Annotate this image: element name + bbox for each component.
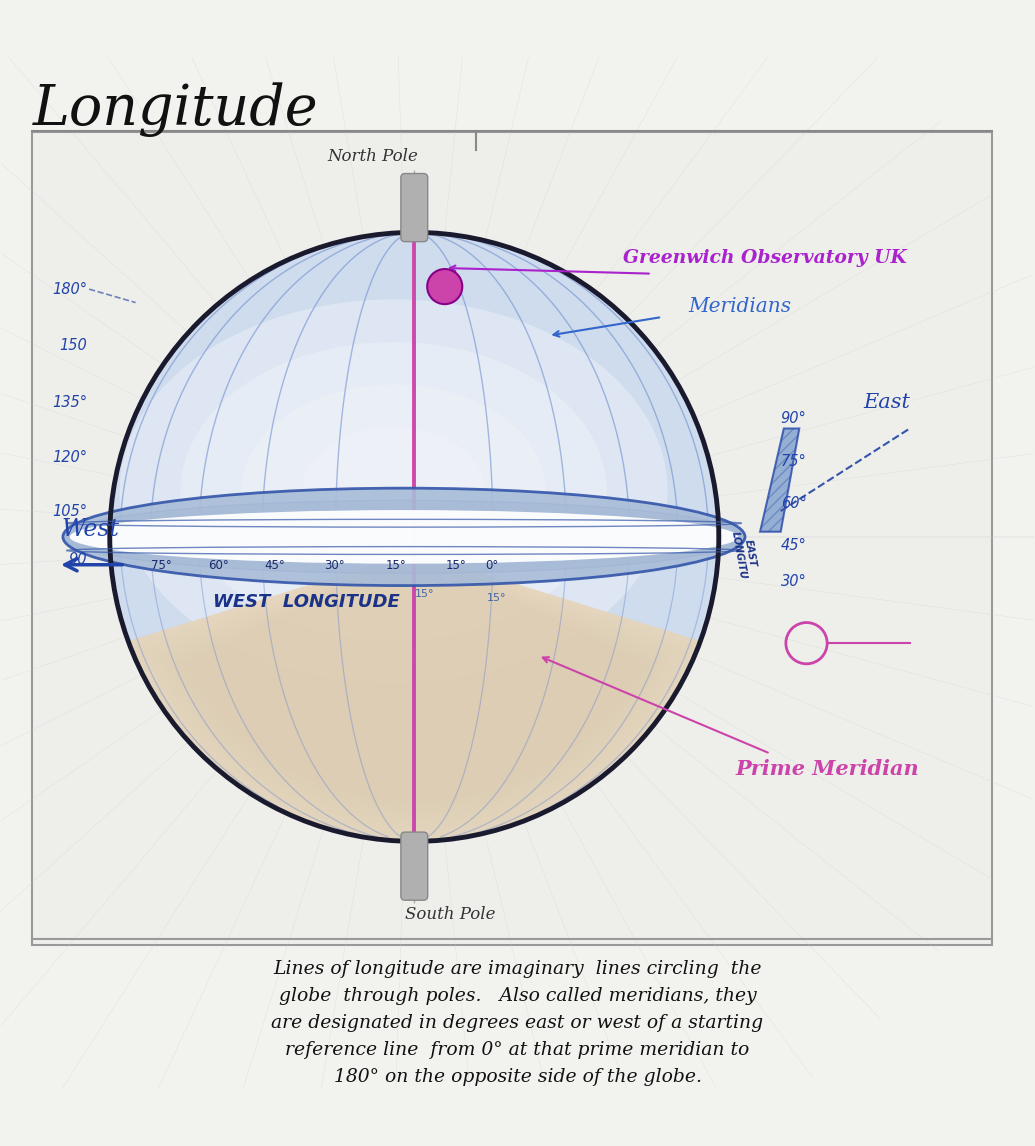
- Text: South Pole: South Pole: [405, 906, 496, 924]
- Ellipse shape: [180, 342, 607, 641]
- Text: 90: 90: [68, 552, 87, 567]
- Text: East: East: [863, 393, 910, 413]
- Text: 135°: 135°: [52, 395, 87, 410]
- Text: 75°: 75°: [151, 559, 172, 572]
- Text: Longitude: Longitude: [32, 83, 318, 138]
- Ellipse shape: [120, 299, 668, 683]
- Text: 15°: 15°: [415, 589, 435, 598]
- Circle shape: [427, 269, 463, 304]
- Text: 120°: 120°: [52, 450, 87, 465]
- Text: Lines of longitude are imaginary  lines circling  the
globe  through poles.   Al: Lines of longitude are imaginary lines c…: [271, 960, 764, 1086]
- Polygon shape: [151, 552, 677, 824]
- Polygon shape: [144, 552, 685, 830]
- Text: EAST
LONGITU: EAST LONGITU: [730, 528, 760, 580]
- Text: North Pole: North Pole: [327, 148, 418, 165]
- Text: 45°: 45°: [265, 559, 286, 572]
- Text: 15°: 15°: [445, 559, 466, 572]
- Text: Meridians: Meridians: [688, 297, 791, 316]
- Text: 180°: 180°: [52, 282, 87, 297]
- FancyBboxPatch shape: [401, 173, 427, 242]
- Text: 30°: 30°: [780, 574, 806, 589]
- Polygon shape: [128, 552, 701, 841]
- Polygon shape: [760, 429, 799, 532]
- FancyBboxPatch shape: [32, 132, 993, 944]
- Text: 150: 150: [59, 338, 87, 353]
- Polygon shape: [175, 552, 654, 807]
- Text: 105°: 105°: [52, 503, 87, 519]
- Polygon shape: [128, 552, 701, 841]
- Ellipse shape: [110, 233, 718, 841]
- Text: 60°: 60°: [208, 559, 229, 572]
- Text: 75°: 75°: [780, 454, 806, 469]
- Text: WEST  LONGITUDE: WEST LONGITUDE: [212, 592, 400, 611]
- Ellipse shape: [69, 510, 738, 564]
- Ellipse shape: [63, 501, 745, 573]
- Ellipse shape: [302, 427, 485, 555]
- Polygon shape: [182, 552, 646, 801]
- Text: West: West: [61, 518, 119, 541]
- Text: 45°: 45°: [780, 537, 806, 552]
- Text: Prime Meridian: Prime Meridian: [735, 759, 919, 779]
- Ellipse shape: [241, 385, 545, 598]
- Text: 0°: 0°: [485, 559, 498, 572]
- Text: 15°: 15°: [487, 592, 506, 603]
- Text: 90°: 90°: [780, 410, 806, 425]
- Text: 15°: 15°: [385, 559, 406, 572]
- Polygon shape: [159, 552, 670, 818]
- Text: 30°: 30°: [325, 559, 345, 572]
- Text: Greenwich Observatory UK: Greenwich Observatory UK: [623, 249, 907, 267]
- Ellipse shape: [63, 488, 745, 586]
- Text: 60°: 60°: [780, 496, 806, 511]
- FancyBboxPatch shape: [401, 832, 427, 901]
- Polygon shape: [167, 552, 661, 813]
- Polygon shape: [136, 552, 692, 835]
